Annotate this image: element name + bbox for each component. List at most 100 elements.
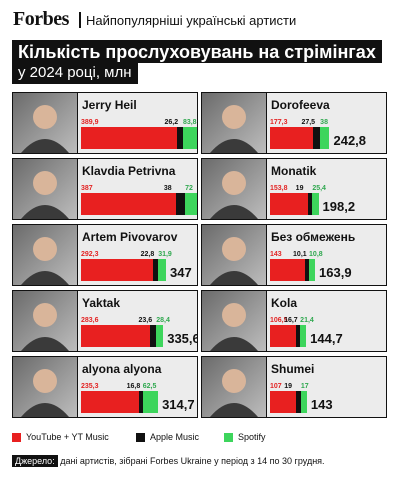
- apple-bar: [138, 391, 143, 413]
- spotify-bar: [300, 391, 307, 413]
- youtube-value-label: 107: [270, 383, 282, 390]
- spotify-bar: [300, 325, 307, 347]
- artist-photo: [202, 291, 267, 351]
- artist-photo: [13, 93, 78, 153]
- apple-value-label: 16,7: [284, 317, 298, 324]
- legend-label-apple: Apple Music: [150, 432, 200, 442]
- artist-name: alyona alyona: [82, 362, 162, 376]
- spotify-value-label: 83,8: [182, 119, 197, 126]
- youtube-bar: [270, 391, 297, 413]
- apple-bar: [313, 127, 321, 149]
- youtube-bar: [81, 127, 177, 149]
- artist-photo: [202, 159, 267, 219]
- apple-swatch: [136, 432, 145, 442]
- total-value-label: 242,8: [333, 133, 367, 148]
- spotify-value-label: 72: [185, 185, 193, 192]
- artist-card: Monatik 153,8 19 25,4 198,2: [201, 158, 387, 220]
- header-divider: [79, 12, 81, 28]
- spotify-bar: [312, 193, 319, 215]
- chart-title: Кількість прослуховувань на стрімінгах: [12, 40, 382, 63]
- apple-bar: [176, 127, 183, 149]
- youtube-value-label: 283,6: [81, 317, 99, 324]
- artist-name: Shumei: [271, 362, 315, 376]
- apple-bar: [296, 325, 301, 347]
- youtube-bar: [81, 325, 151, 347]
- spotify-bar: [309, 259, 316, 281]
- artist-photo: [13, 357, 78, 417]
- spotify-value-label: 28,4: [156, 317, 170, 324]
- youtube-value-label: 235,3: [81, 383, 99, 390]
- youtube-value-label: 387: [81, 185, 93, 192]
- spotify-value-label: 62,5: [142, 383, 157, 390]
- header-subtitle: Найпопулярніші українські артисти: [86, 13, 297, 28]
- apple-value-label: 19: [295, 185, 304, 192]
- legend-label-youtube: YouTube + YT Music: [26, 432, 109, 442]
- youtube-bar: [270, 193, 308, 215]
- spotify-value-label: 17: [300, 383, 309, 390]
- total-value-label: 198,2: [322, 199, 356, 214]
- spotify-swatch: [224, 432, 233, 442]
- total-value-label: 163,9: [319, 265, 352, 280]
- apple-value-label: 27,5: [301, 119, 316, 126]
- artist-name: Jerry Heil: [82, 98, 137, 112]
- spotify-bar: [320, 127, 330, 149]
- artist-card: Yaktak 283,6 23,6 28,4 335,6: [12, 290, 198, 352]
- spotify-value-label: 25,4: [312, 185, 326, 192]
- artist-name: Kola: [271, 296, 298, 310]
- legend: YouTube + YT Music Apple Music Spotify: [12, 432, 388, 446]
- artist-photo: [13, 225, 78, 285]
- youtube-value-label: 292,3: [81, 251, 99, 258]
- artist-card: Klavdia Petrivna3873872497: [12, 158, 198, 220]
- artist-photo: [13, 291, 78, 351]
- apple-value-label: 10,1: [293, 251, 307, 258]
- artist-card: Dorofeeva 177,3 27,5 38 242,8: [201, 92, 387, 154]
- apple-value-label: 19: [284, 383, 292, 390]
- total-value-label: 143: [310, 397, 333, 412]
- youtube-bar: [270, 259, 306, 281]
- spotify-bar: [142, 391, 159, 413]
- apple-value-label: 26,2: [164, 119, 179, 126]
- youtube-value-label: 106,5: [270, 317, 288, 324]
- total-value-label: 347: [170, 265, 192, 280]
- apple-value-label: 22,8: [140, 251, 155, 258]
- youtube-value-label: 153,8: [270, 185, 288, 192]
- youtube-swatch: [12, 432, 21, 442]
- artist-name: Artem Pivovarov: [82, 230, 178, 244]
- source-key: Джерело:: [12, 455, 58, 467]
- total-value-label: 314,7: [162, 397, 195, 412]
- spotify-bar: [158, 259, 166, 281]
- apple-bar: [305, 259, 310, 281]
- artist-photo: [202, 357, 267, 417]
- spotify-value-label: 10,8: [309, 251, 323, 258]
- artist-card: Shumei 107 19 17 143: [201, 356, 387, 418]
- apple-bar: [307, 193, 313, 215]
- artist-card: Kola 106,5 16,7 21,4 144,7: [201, 290, 387, 352]
- artist-photo: [13, 159, 78, 219]
- apple-bar: [175, 193, 186, 215]
- artist-card: Без обмежень 143 10,1 10,8 163,9: [201, 224, 387, 286]
- artist-name: Monatik: [271, 164, 317, 178]
- youtube-bar: [270, 127, 314, 149]
- apple-bar: [296, 391, 301, 413]
- legend-item-youtube: YouTube + YT Music: [12, 432, 109, 442]
- source-note: Джерело: дані артистів, зібрані Forbes U…: [12, 455, 325, 467]
- spotify-value-label: 21,4: [300, 317, 314, 324]
- spotify-bar: [185, 193, 197, 215]
- chart-subtitle: у 2024 році, млн: [12, 62, 138, 84]
- apple-value-label: 38: [163, 185, 172, 192]
- artist-photo: [202, 93, 267, 153]
- spotify-bar: [156, 325, 164, 347]
- artist-card: alyona alyona 235,3 16,8 62,5 314,7: [12, 356, 198, 418]
- total-value-label: 335,6: [167, 331, 198, 346]
- artist-name: Dorofeeva: [271, 98, 330, 112]
- youtube-bar: [81, 193, 176, 215]
- youtube-value-label: 389,9: [81, 119, 99, 126]
- youtube-bar: [81, 259, 153, 281]
- apple-value-label: 23,6: [138, 317, 153, 324]
- legend-item-spotify: Spotify: [224, 432, 266, 442]
- header: Forbes Найпопулярніші українські артисти: [0, 0, 400, 40]
- spotify-value-label: 31,9: [158, 251, 172, 258]
- artist-photo: [202, 225, 267, 285]
- spotify-value-label: 38: [320, 119, 328, 126]
